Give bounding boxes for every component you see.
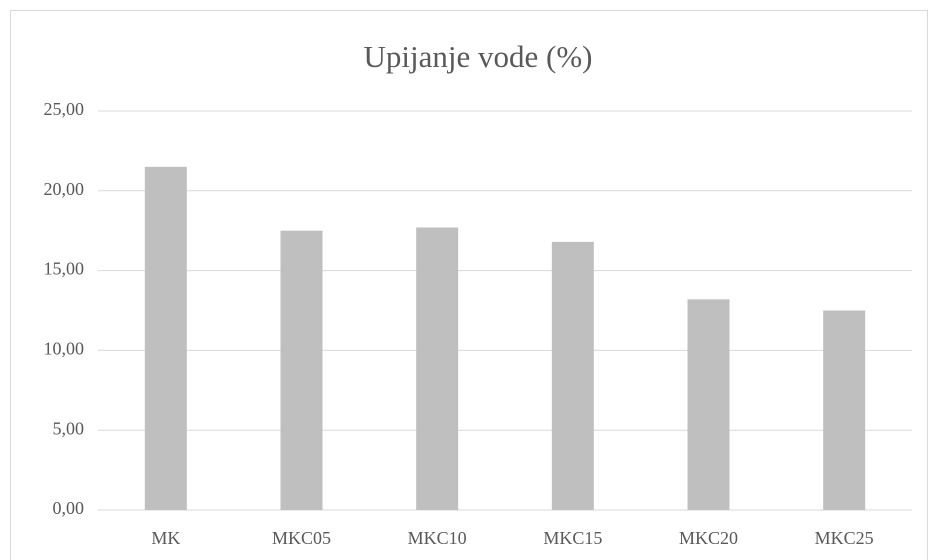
bar [823, 310, 866, 510]
y-tick-label: 10,00 [44, 339, 85, 359]
x-tick-label: MKC25 [815, 528, 874, 548]
bar [144, 166, 187, 511]
y-tick-label: 0,00 [53, 498, 85, 518]
x-tick-label: MKC10 [408, 528, 467, 548]
y-tick-label: 20,00 [44, 179, 85, 199]
bar [280, 230, 323, 510]
x-tick-label: MK [151, 528, 180, 548]
x-tick-label: MKC05 [272, 528, 331, 548]
y-tick-label: 25,00 [44, 99, 85, 119]
y-tick-label: 5,00 [53, 418, 85, 438]
chart-title: Upijanje vode (%) [364, 39, 593, 74]
bar [416, 227, 459, 510]
y-tick-label: 15,00 [44, 259, 85, 279]
x-tick-label: MKC20 [679, 528, 738, 548]
x-tick-label: MKC15 [543, 528, 602, 548]
bar [551, 241, 594, 510]
bar [687, 299, 730, 510]
